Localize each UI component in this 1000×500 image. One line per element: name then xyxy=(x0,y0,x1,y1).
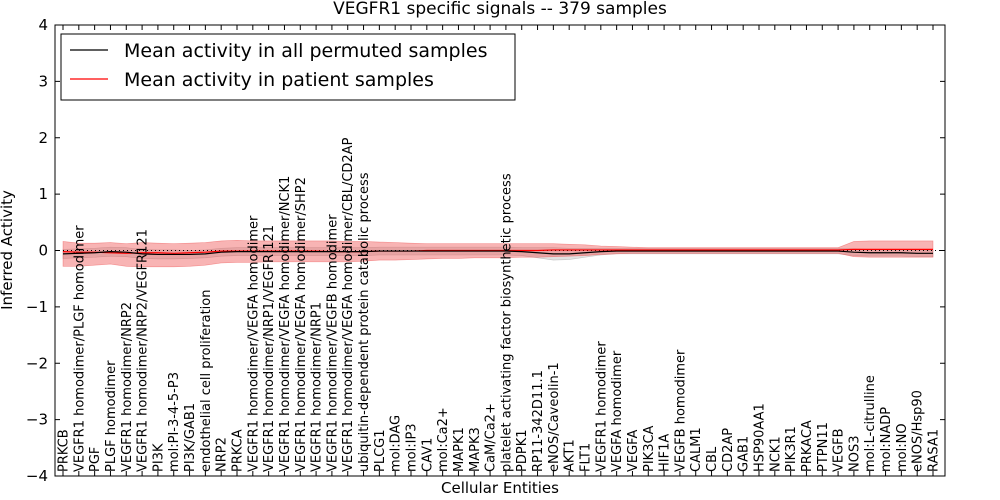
x-tick-label: PRKCA xyxy=(231,429,246,472)
legend-label-permuted: Mean activity in all permuted samples xyxy=(124,40,487,62)
x-tick-label: MAPK1 xyxy=(452,427,467,472)
x-tick-label: CaM/Ca2+ xyxy=(484,403,499,472)
y-tick-label: 0 xyxy=(38,242,48,260)
x-tick-label: CBL xyxy=(705,446,720,472)
x-tick-label: PGF xyxy=(88,447,103,472)
x-tick-label: GAB1 xyxy=(737,436,752,472)
x-tick-label: mol:IP3 xyxy=(405,423,420,472)
x-tick-label: PRKCB xyxy=(57,429,72,472)
x-tick-label: NCK1 xyxy=(768,436,783,472)
x-tick-label: AKT1 xyxy=(563,439,578,472)
x-tick-label: VEGFR1 homodimer/NRP2/VEGFR121 xyxy=(136,229,151,472)
y-tick-label: 3 xyxy=(38,72,48,90)
x-tick-label: platelet activating factor biosynthetic … xyxy=(499,173,514,472)
x-tick-label: VEGFB xyxy=(832,428,847,472)
x-tick-label: CALM1 xyxy=(689,427,704,472)
x-tick-label: ubiquitin-dependent protein catabolic pr… xyxy=(357,172,372,472)
x-tick-label: mol:L-citrulline xyxy=(863,375,878,472)
y-tick-label: 1 xyxy=(38,185,48,203)
x-tick-label: VEGFA homodimer xyxy=(610,350,625,472)
x-tick-label: PLGF homodimer xyxy=(104,360,119,472)
legend: Mean activity in all permuted samples Me… xyxy=(60,33,516,101)
x-tick-label: PIK3CA xyxy=(642,425,657,472)
x-tick-label: NRP2 xyxy=(215,437,230,472)
x-tick-label: mol:NADP xyxy=(879,407,894,472)
y-tick-label: 2 xyxy=(38,129,48,147)
y-axis: 4 3 2 1 0 −1 −2 −3 −4 xyxy=(26,16,945,485)
chart-title: VEGFR1 specific signals -- 379 samples xyxy=(333,0,667,19)
x-tick-label: PI3K xyxy=(151,443,166,472)
x-tick-label: VEGFR1 homodimer/NRP1 xyxy=(310,302,325,472)
x-tick-label: VEGFR1 homodimer/VEGFB homodimer xyxy=(325,214,340,472)
x-tick-label: VEGFR1 homodimer xyxy=(594,341,609,472)
y-tick-label: −2 xyxy=(26,354,48,372)
x-tick-label: VEGFR1 homodimer/VEGFA homodimer/SHP2 xyxy=(294,177,309,472)
legend-label-patient: Mean activity in patient samples xyxy=(124,69,434,91)
x-tick-label: mol:NO xyxy=(895,423,910,472)
x-tick-label: VEGFR1 homodimer/NRP1/VEGFR 121 xyxy=(262,225,277,472)
x-tick-label: VEGFR1 homodimer/PLGF homodimer xyxy=(72,225,87,472)
x-tick-label: mol:Ca2+ xyxy=(436,407,451,472)
x-tick-label: VEGFR1 homodimer/VEGFA homodimer xyxy=(246,215,261,472)
x-tick-label: endothelial cell proliferation xyxy=(199,290,214,473)
x-tick-label: NOS3 xyxy=(847,436,862,472)
x-tick-label: VEGFR1 homodimer/VEGFA homodimer/NCK1 xyxy=(278,176,293,472)
x-tick-label: HSP90AA1 xyxy=(753,403,768,472)
x-tick-label: PI3K/GAB1 xyxy=(183,403,198,472)
x-tick-label: VEGFR1 homodimer/VEGFA homodimer/CBL/CD2… xyxy=(341,137,356,472)
x-tick-label: HIF1A xyxy=(658,434,673,472)
x-tick-label: RASA1 xyxy=(927,429,942,472)
x-tick-label: PTPN11 xyxy=(816,422,831,472)
x-tick-label: PRKACA xyxy=(800,420,815,472)
x-tick-label: eNOS/Caveolin-1 xyxy=(547,362,562,472)
x-tick-label: PIK3R1 xyxy=(784,426,799,472)
x-tick-label: FLT1 xyxy=(579,443,594,472)
x-tick-label: mol:PI-3-4-5-P3 xyxy=(167,372,182,472)
series-line-0 xyxy=(62,250,933,256)
y-axis-label: Inferred Activity xyxy=(0,190,16,310)
x-tick-label: RP11-342D11.1 xyxy=(531,370,546,472)
x-tick-label: MAPK3 xyxy=(468,427,483,472)
x-tick-label: mol:DAG xyxy=(389,415,404,472)
x-tick-label: CAV1 xyxy=(420,438,435,472)
y-tick-label: −4 xyxy=(26,467,48,485)
x-tick-label: eNOS/Hsp90 xyxy=(911,390,926,472)
x-tick-label: CD2AP xyxy=(721,428,736,472)
x-tick-label: VEGFA xyxy=(626,430,641,472)
x-tick-label: PLCG1 xyxy=(373,429,388,472)
x-axis: PRKCB VEGFR1 homodimer/PLGF homodimer PGF P… xyxy=(57,25,942,476)
plot-area xyxy=(55,240,945,268)
x-tick-label: VEGFR1 homodimer/NRP2 xyxy=(120,302,135,472)
legend-box xyxy=(60,33,516,101)
x-axis-label: Cellular Entities xyxy=(441,479,559,497)
y-tick-label: −3 xyxy=(26,411,48,429)
series-band-1 xyxy=(62,240,934,268)
x-tick-label: PDPK1 xyxy=(515,430,530,473)
x-tick-label: VEGFB homodimer xyxy=(673,349,688,472)
y-tick-label: 4 xyxy=(38,16,48,34)
y-tick-label: −1 xyxy=(26,298,48,316)
